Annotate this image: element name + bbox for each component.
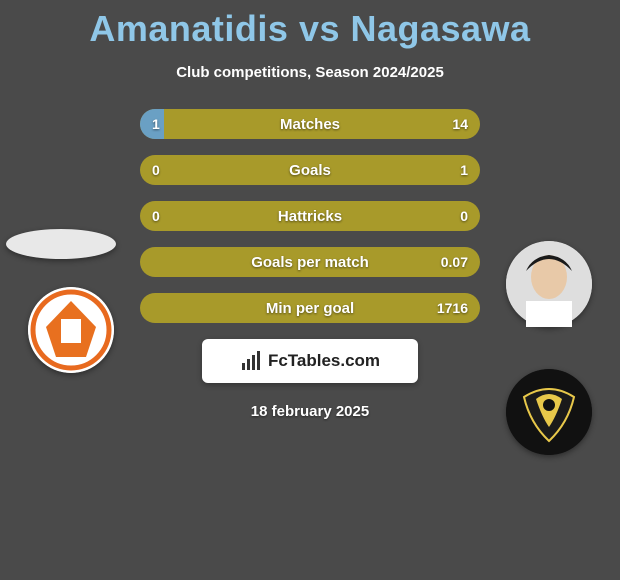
stat-row: Goals per match 0.07 <box>140 247 480 277</box>
stat-row: 0 Hattricks 0 <box>140 201 480 231</box>
stat-label: Matches <box>280 116 340 133</box>
stat-value-left: 0 <box>152 162 160 178</box>
stat-value-right: 1716 <box>437 300 468 316</box>
player-right-avatar <box>506 241 592 327</box>
stat-value-left: 0 <box>152 208 160 224</box>
stat-row: 0 Goals 1 <box>140 155 480 185</box>
club-right-badge <box>506 369 592 455</box>
stat-value-right: 0 <box>460 208 468 224</box>
stat-label: Goals <box>289 162 331 179</box>
stat-value-right: 14 <box>452 116 468 132</box>
stat-row: 1 Matches 14 <box>140 109 480 139</box>
player-left-avatar <box>6 229 116 259</box>
stat-label: Hattricks <box>278 208 342 225</box>
club-left-badge <box>28 287 114 373</box>
stat-value-right: 1 <box>460 162 468 178</box>
brand-badge: FcTables.com <box>202 339 418 383</box>
stat-value-left: 1 <box>152 116 160 132</box>
stat-label: Goals per match <box>251 254 369 271</box>
chart-icon <box>240 350 262 372</box>
brand-text: FcTables.com <box>268 351 380 371</box>
comparison-subtitle: Club competitions, Season 2024/2025 <box>0 64 620 81</box>
stat-row: Min per goal 1716 <box>140 293 480 323</box>
stat-label: Min per goal <box>266 300 354 317</box>
stat-value-right: 0.07 <box>441 254 468 270</box>
stats-area: 1 Matches 14 0 Goals 1 0 Hattricks 0 Goals per ma… <box>0 109 620 323</box>
comparison-title: Amanatidis vs Nagasawa <box>0 0 620 50</box>
